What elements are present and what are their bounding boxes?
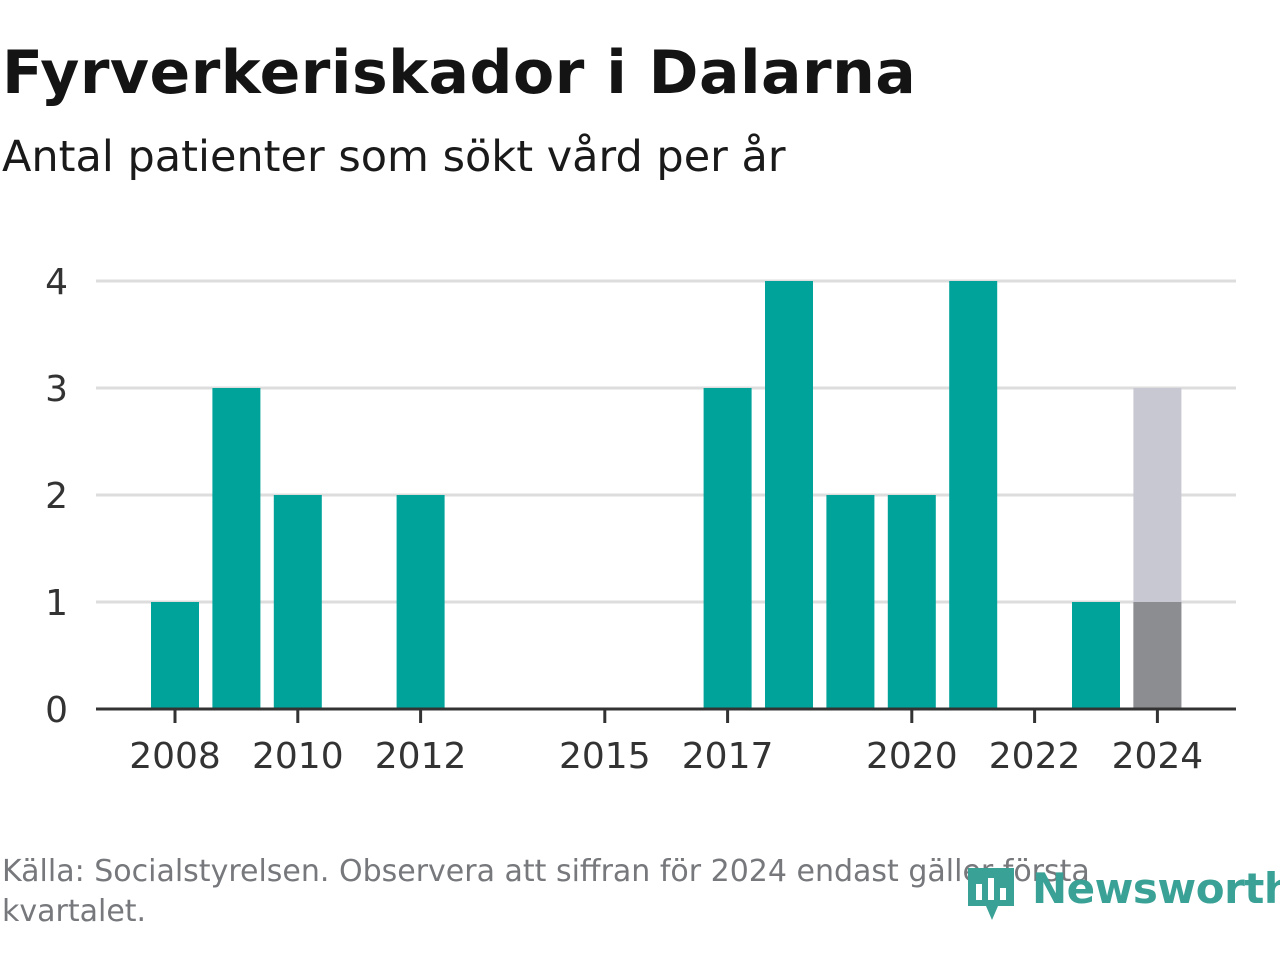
y-tick-label-0: 0 [45, 690, 68, 731]
bar-2020 [887, 495, 936, 709]
newsworthy-logo-icon [968, 868, 1014, 920]
x-tick-label-2010: 2010 [252, 736, 344, 777]
x-tick-label-2020: 2020 [866, 736, 958, 777]
bar-chart: 0 1 2 3 4 2008 2010 2012 2015 2017 2020 2022 2024 [45, 262, 1236, 777]
bar-2008 [151, 602, 199, 709]
bar-2018 [765, 281, 813, 709]
y-tick-label-1: 1 [45, 583, 68, 624]
x-tick-label-2008: 2008 [129, 736, 221, 777]
bar-2023 [1072, 602, 1120, 709]
bar-2012 [396, 495, 445, 709]
y-tick-label-3: 3 [45, 369, 68, 410]
y-tick-label-4: 4 [45, 262, 68, 303]
x-tick-label-2012: 2012 [375, 736, 467, 777]
y-tick-label-2: 2 [45, 476, 68, 517]
chart-title: Fyrverkeriskador i Dalarna [2, 38, 917, 108]
bar-2009 [212, 388, 261, 709]
x-tick-label-2024: 2024 [1112, 736, 1204, 777]
chart-subtitle: Antal patienter som sökt vård per år [2, 132, 786, 182]
bar-2024 [1133, 602, 1182, 709]
x-tick-label-2017: 2017 [682, 736, 774, 777]
logo-text: Newsworthy [1032, 864, 1280, 913]
bar-2010 [273, 495, 322, 709]
source-note: Källa: Socialstyrelsen. Observera att si… [2, 854, 1090, 929]
bar-2021 [949, 281, 998, 709]
bar-2019 [826, 495, 875, 709]
bar-2017 [703, 388, 752, 709]
x-tick-label-2022: 2022 [989, 736, 1081, 777]
newsworthy-logo: Newsworthy [964, 862, 1280, 926]
x-tick-label-2015: 2015 [559, 736, 651, 777]
